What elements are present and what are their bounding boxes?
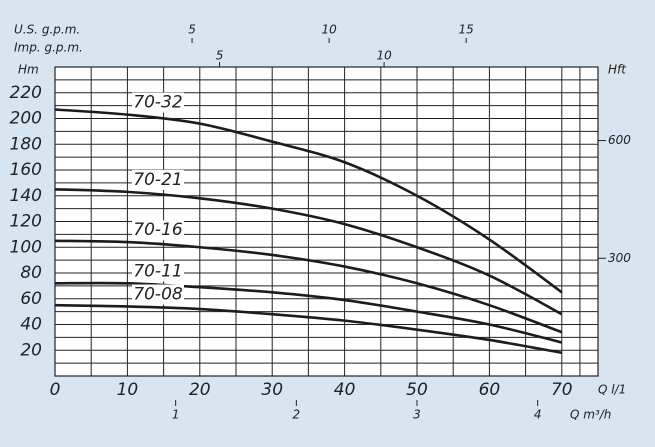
y2-tick-label: 600 <box>608 133 631 147</box>
y-tick-label: 120 <box>10 212 42 232</box>
y-tick-label: 100 <box>10 237 42 257</box>
curve-label-bg <box>132 220 184 241</box>
plot-border <box>54 66 599 377</box>
x2-axis-label: Q m³/h <box>570 408 611 422</box>
x3-tick-label: 10 <box>321 23 337 37</box>
curve-label: 70-16 <box>133 220 183 240</box>
y-tick-label: 80 <box>20 263 42 283</box>
curve <box>54 303 563 355</box>
x3-tick-label: 5 <box>188 23 196 37</box>
curve <box>54 281 563 344</box>
y-tick-label: 140 <box>10 186 42 206</box>
curve <box>54 108 563 294</box>
y-tick-label: 200 <box>10 109 42 129</box>
y2-axis-label: Hft <box>608 63 627 77</box>
y-axis-label: Hm <box>18 63 39 77</box>
x4-tick-label: 5 <box>216 49 224 63</box>
curve-label: 70-08 <box>133 284 183 304</box>
x-tick-label: 20 <box>189 380 211 400</box>
curve-label-bg <box>132 261 184 282</box>
curve-label: 70-21 <box>133 170 182 190</box>
curve-label-bg <box>132 284 184 305</box>
x-tick-label: 0 <box>50 380 61 400</box>
x-tick-label: 10 <box>117 380 139 400</box>
curve-label-bg <box>132 169 184 190</box>
x2-tick-label: 1 <box>172 408 180 422</box>
x3-tick-label: 15 <box>459 23 474 37</box>
x-tick-label: 60 <box>479 380 501 400</box>
x2-tick-label: 4 <box>534 408 542 422</box>
curve <box>54 188 563 316</box>
curve-label: 70-32 <box>133 93 182 113</box>
y2-tick-label: 300 <box>608 251 631 265</box>
x-tick-label: 30 <box>261 380 283 400</box>
y-tick-label: 220 <box>10 83 42 103</box>
y-tick-label: 160 <box>10 160 42 180</box>
x-axis-label: Q l/1 <box>598 383 626 397</box>
curve-label-bg <box>132 92 184 113</box>
x2-tick-label: 2 <box>293 408 301 422</box>
x4-axis-label: Imp. g.p.m. <box>14 41 83 55</box>
curve <box>54 239 563 334</box>
x-tick-label: 50 <box>406 380 428 400</box>
x-tick-label: 70 <box>551 380 573 400</box>
x4-tick-label: 10 <box>376 49 392 63</box>
x2-tick-label: 3 <box>413 408 421 422</box>
y-tick-label: 60 <box>20 289 42 309</box>
x3-axis-label: U.S. g.p.m. <box>14 23 80 37</box>
y-tick-label: 180 <box>10 134 42 154</box>
curve-label: 70-11 <box>133 261 182 281</box>
y-tick-label: 40 <box>20 315 42 335</box>
y-tick-label: 20 <box>20 340 42 360</box>
x-tick-label: 40 <box>334 380 356 400</box>
